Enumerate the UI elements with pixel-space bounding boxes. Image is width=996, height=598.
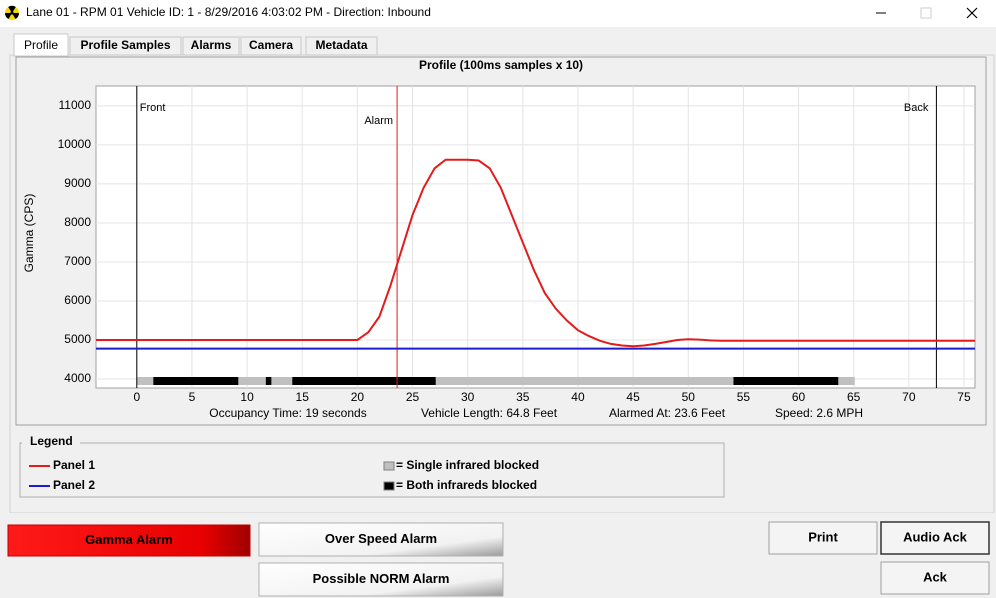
button[interactable] <box>7 524 251 557</box>
x-tick-label: 50 <box>682 390 696 404</box>
infrared-bar <box>265 377 272 385</box>
tab[interactable] <box>182 36 240 56</box>
y-axis-label: Gamma (CPS) <box>22 194 36 273</box>
legend-label: = Single infrared blocked <box>396 458 539 472</box>
x-tick-label: 60 <box>792 390 806 404</box>
x-tick-label: 70 <box>902 390 916 404</box>
x-tick-label: 45 <box>626 390 640 404</box>
button <box>258 562 504 597</box>
x-tick-label: 15 <box>296 390 310 404</box>
marker-label: Alarm <box>364 115 393 127</box>
button <box>258 522 504 557</box>
tab[interactable] <box>13 33 69 57</box>
infrared-bar <box>153 377 239 385</box>
plot-area <box>95 85 976 389</box>
y-tick-label: 8000 <box>64 215 91 229</box>
x-tick-label: 65 <box>847 390 861 404</box>
y-tick-label: 7000 <box>64 254 91 268</box>
close-button[interactable] <box>966 7 978 19</box>
y-tick-label: 5000 <box>64 332 91 346</box>
tab[interactable] <box>240 36 302 56</box>
stat-text: Speed: 2.6 MPH <box>775 406 863 420</box>
legend-label: Panel 2 <box>53 478 95 492</box>
x-tick-label: 10 <box>240 390 254 404</box>
x-tick-label: 55 <box>737 390 751 404</box>
button[interactable] <box>768 521 878 555</box>
x-tick-label: 35 <box>516 390 530 404</box>
window-title: Lane 01 - RPM 01 Vehicle ID: 1 - 8/29/20… <box>26 5 431 19</box>
button[interactable] <box>880 561 990 595</box>
button-label: Possible NORM Alarm <box>313 571 450 586</box>
x-tick-label: 20 <box>351 390 365 404</box>
chart-title: Profile (100ms samples x 10) <box>419 58 583 72</box>
legend-swatch <box>383 461 395 471</box>
marker-label: Back <box>904 102 929 114</box>
maximize-button <box>920 7 932 19</box>
legend-swatch <box>383 481 395 491</box>
button-label[interactable]: Gamma Alarm <box>85 532 173 547</box>
tab[interactable] <box>305 36 378 56</box>
button-label[interactable]: Print <box>808 529 838 544</box>
tab-label[interactable]: Profile Samples <box>80 38 170 52</box>
infrared-bar <box>136 377 855 385</box>
legend-box <box>19 442 725 498</box>
tab-label[interactable]: Camera <box>249 38 293 52</box>
series-line <box>96 158 975 348</box>
button[interactable] <box>880 521 990 555</box>
legend-title: Legend <box>30 434 73 448</box>
button-label[interactable]: Ack <box>923 569 948 584</box>
title-bar <box>0 0 996 27</box>
y-tick-label: 4000 <box>64 371 91 385</box>
tab-label[interactable]: Alarms <box>191 38 232 52</box>
stat-text: Alarmed At: 23.6 Feet <box>609 406 726 420</box>
tab-label[interactable]: Profile <box>24 38 58 52</box>
infrared-bar <box>733 377 839 385</box>
legend-title-bg <box>22 436 80 450</box>
stat-text: Vehicle Length: 64.8 Feet <box>421 406 558 420</box>
legend-label: Panel 1 <box>53 458 95 472</box>
button-label: Over Speed Alarm <box>325 531 437 546</box>
button-label[interactable]: Audio Ack <box>903 529 968 544</box>
tab-label[interactable]: Metadata <box>315 38 367 52</box>
y-tick-label: 11000 <box>59 98 92 112</box>
x-tick-label: 25 <box>406 390 420 404</box>
stat-text: Occupancy Time: 19 seconds <box>209 406 366 420</box>
x-tick-label: 30 <box>461 390 475 404</box>
x-tick-label: 75 <box>957 390 971 404</box>
y-tick-label: 9000 <box>64 176 91 190</box>
x-tick-label: 40 <box>571 390 585 404</box>
x-tick-label: 0 <box>133 390 140 404</box>
y-tick-label: 6000 <box>64 293 91 307</box>
x-tick-label: 5 <box>189 390 196 404</box>
tab[interactable] <box>69 36 182 56</box>
app-icon <box>5 5 19 20</box>
legend-label: = Both infrareds blocked <box>396 478 537 492</box>
infrared-bar <box>292 377 436 385</box>
marker-label: Front <box>140 102 166 114</box>
y-tick-label: 10000 <box>58 137 92 151</box>
